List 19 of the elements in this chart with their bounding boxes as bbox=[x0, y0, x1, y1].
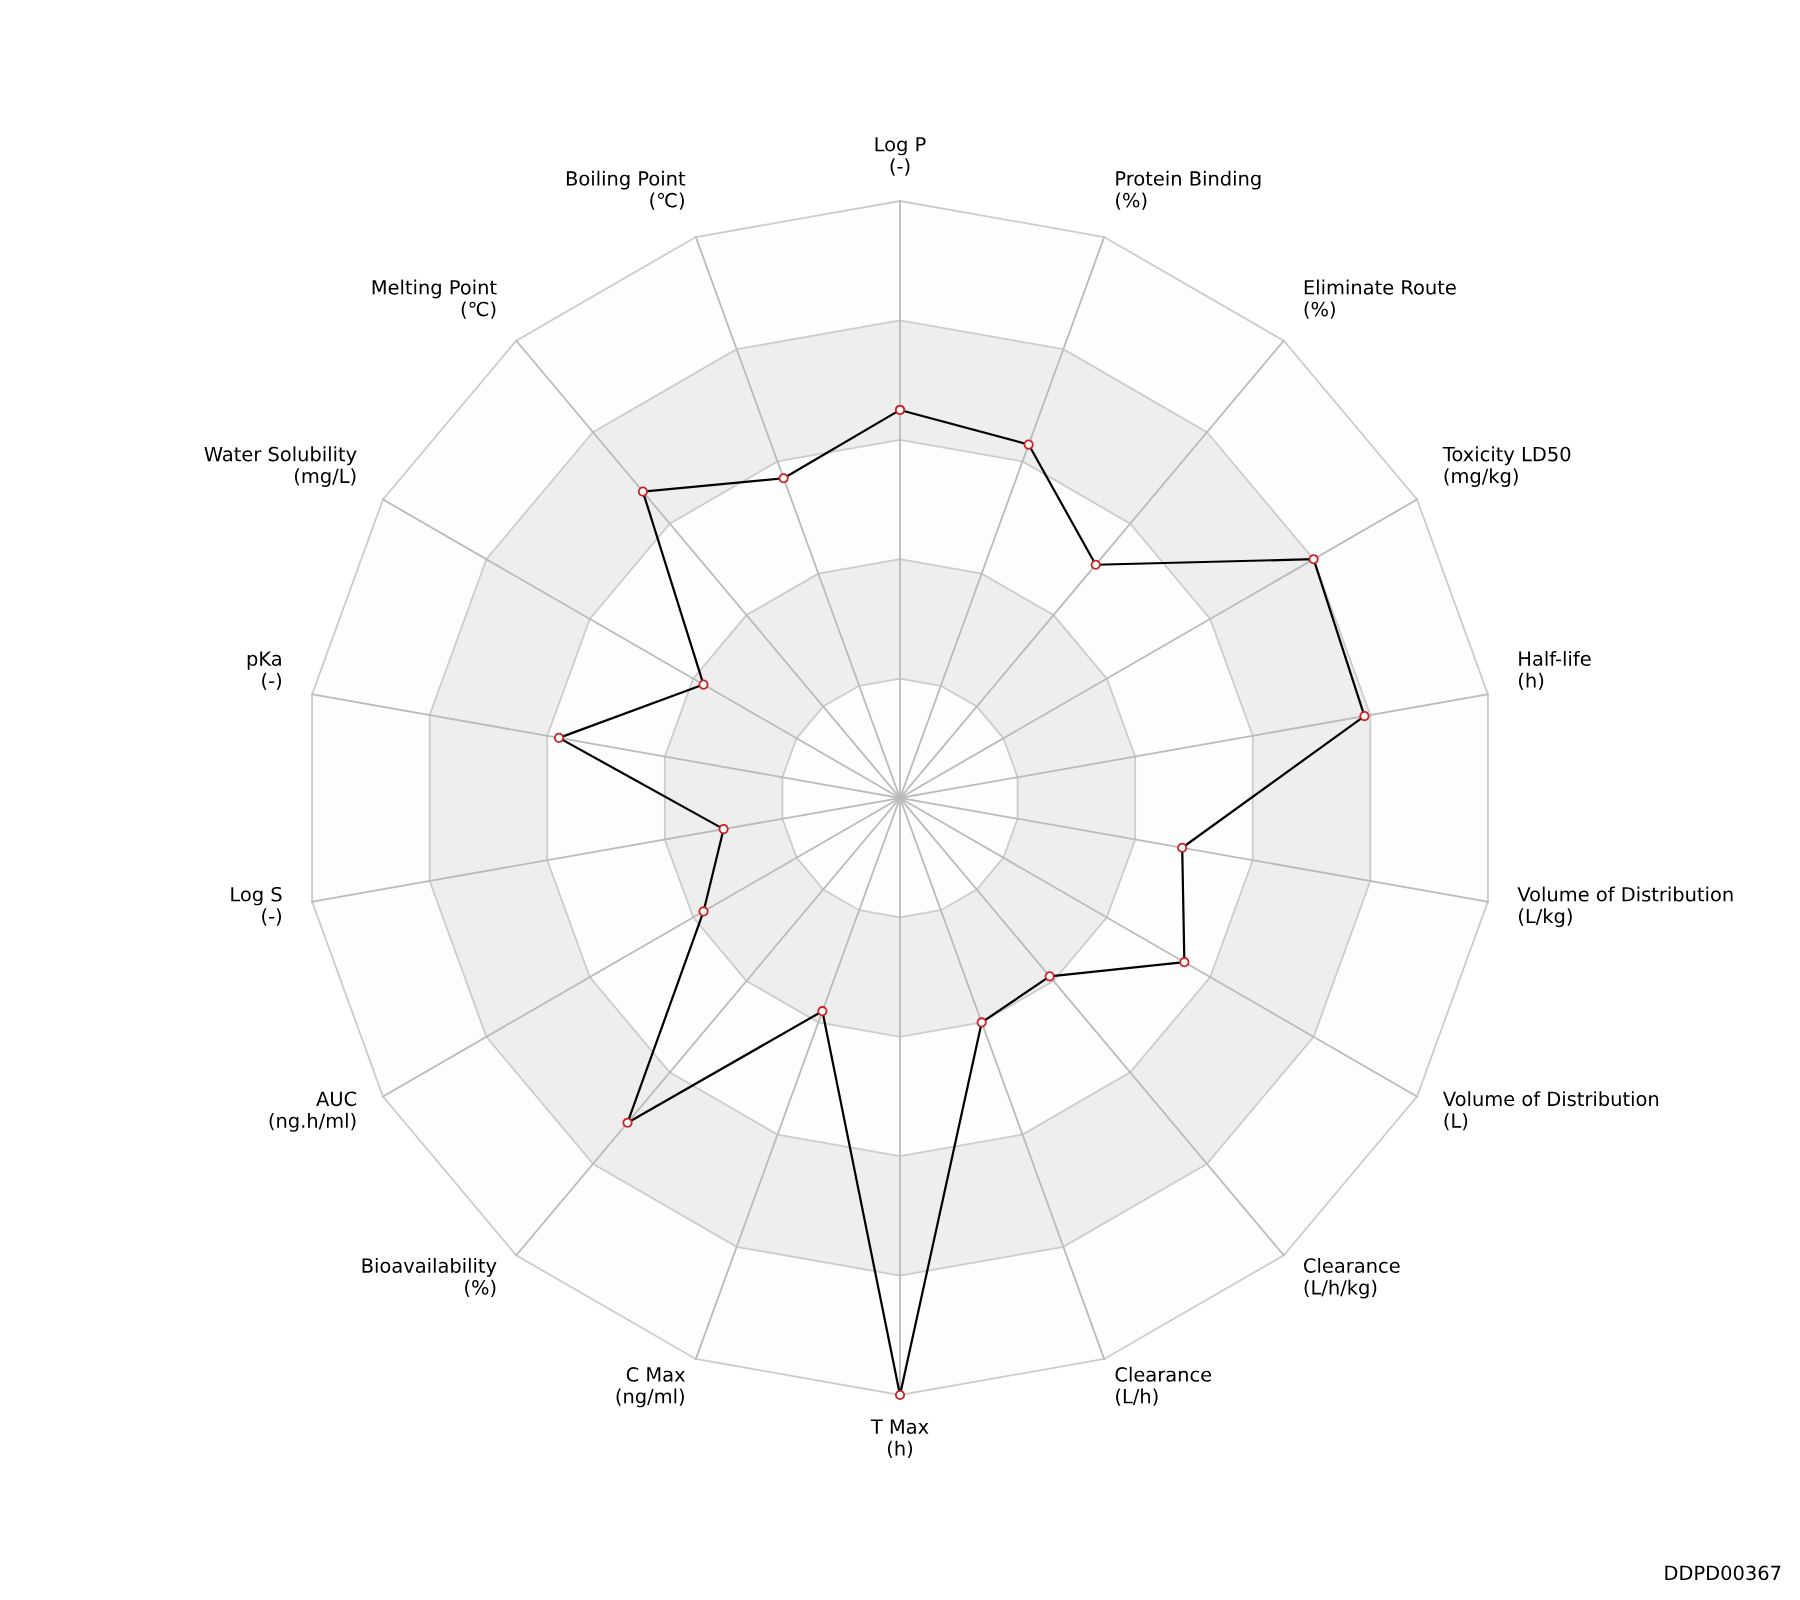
spoke-label: Clearance (L/h) bbox=[1115, 1366, 1212, 1406]
spoke-label: Water Solubility (mg/L) bbox=[204, 446, 357, 487]
spoke-label: Clearance (L/h/kg) bbox=[1304, 1257, 1400, 1299]
spoke-label: Protein Binding (%) bbox=[1116, 170, 1261, 210]
spoke-label: Melting Point (℃) bbox=[372, 279, 497, 319]
spoke-label: AUC (ng.h/ml) bbox=[269, 1091, 357, 1132]
text: DDPD00367 bbox=[1665, 1565, 1781, 1581]
spoke-label: Toxicity LD50 (mg/kg) bbox=[1442, 446, 1571, 487]
spoke-label: Volume of Distribution (L) bbox=[1443, 1091, 1659, 1131]
spoke-label: Boiling Point (℃) bbox=[566, 170, 686, 210]
spoke-label: pKa (-) bbox=[247, 651, 281, 691]
spoke-label: Eliminate Route (%) bbox=[1304, 279, 1456, 319]
spoke-label: Bioavailability (%) bbox=[362, 1257, 497, 1298]
spoke-label: Volume of Distribution (L/kg) bbox=[1517, 886, 1733, 928]
spoke-label: Log S (-) bbox=[231, 886, 282, 926]
spoke-label: Log P (-) bbox=[875, 137, 926, 176]
spoke-label: T Max (h) bbox=[870, 1419, 929, 1458]
spoke-label: Half-life (h) bbox=[1519, 650, 1591, 691]
spoke-label: C Max (ng/ml) bbox=[616, 1367, 685, 1408]
